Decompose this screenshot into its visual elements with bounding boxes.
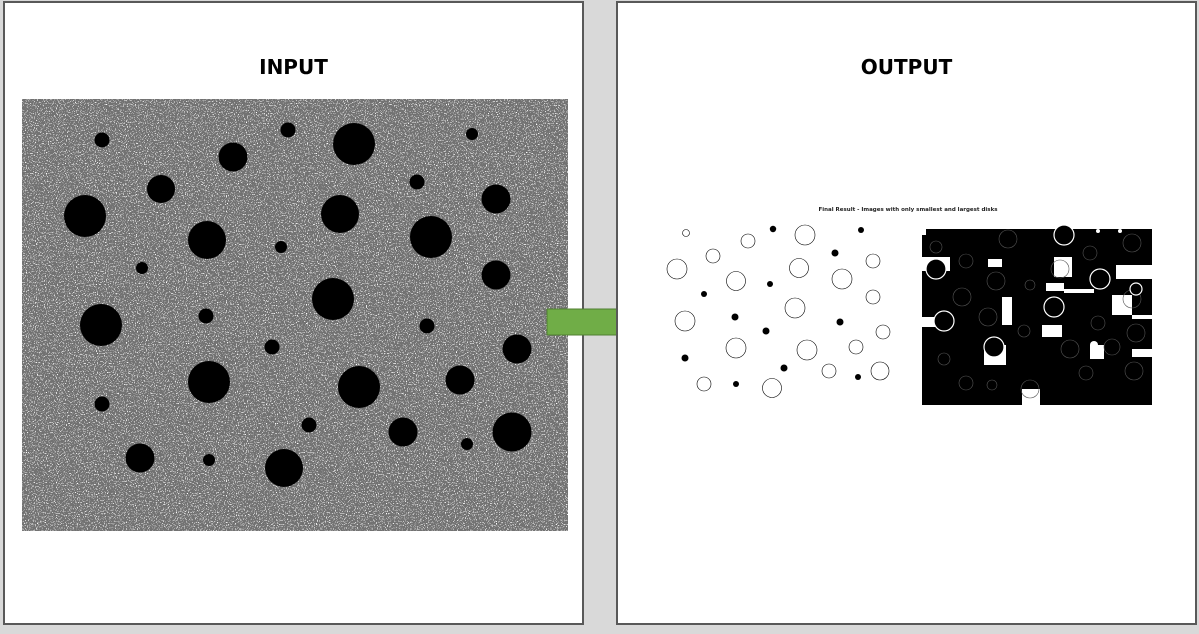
output-result-image [666,224,1152,405]
output-panel: OUTPUT Final Result - Images with only s… [616,1,1197,625]
input-panel: INPUT [3,1,584,625]
input-disks-image [22,99,568,531]
result-caption: Final Result - Images with only smallest… [818,207,998,213]
smallest-largest-disks-image [666,224,891,398]
mask-image [922,224,1152,405]
output-title: OUTPUT [860,55,953,79]
input-title: INPUT [259,55,328,79]
